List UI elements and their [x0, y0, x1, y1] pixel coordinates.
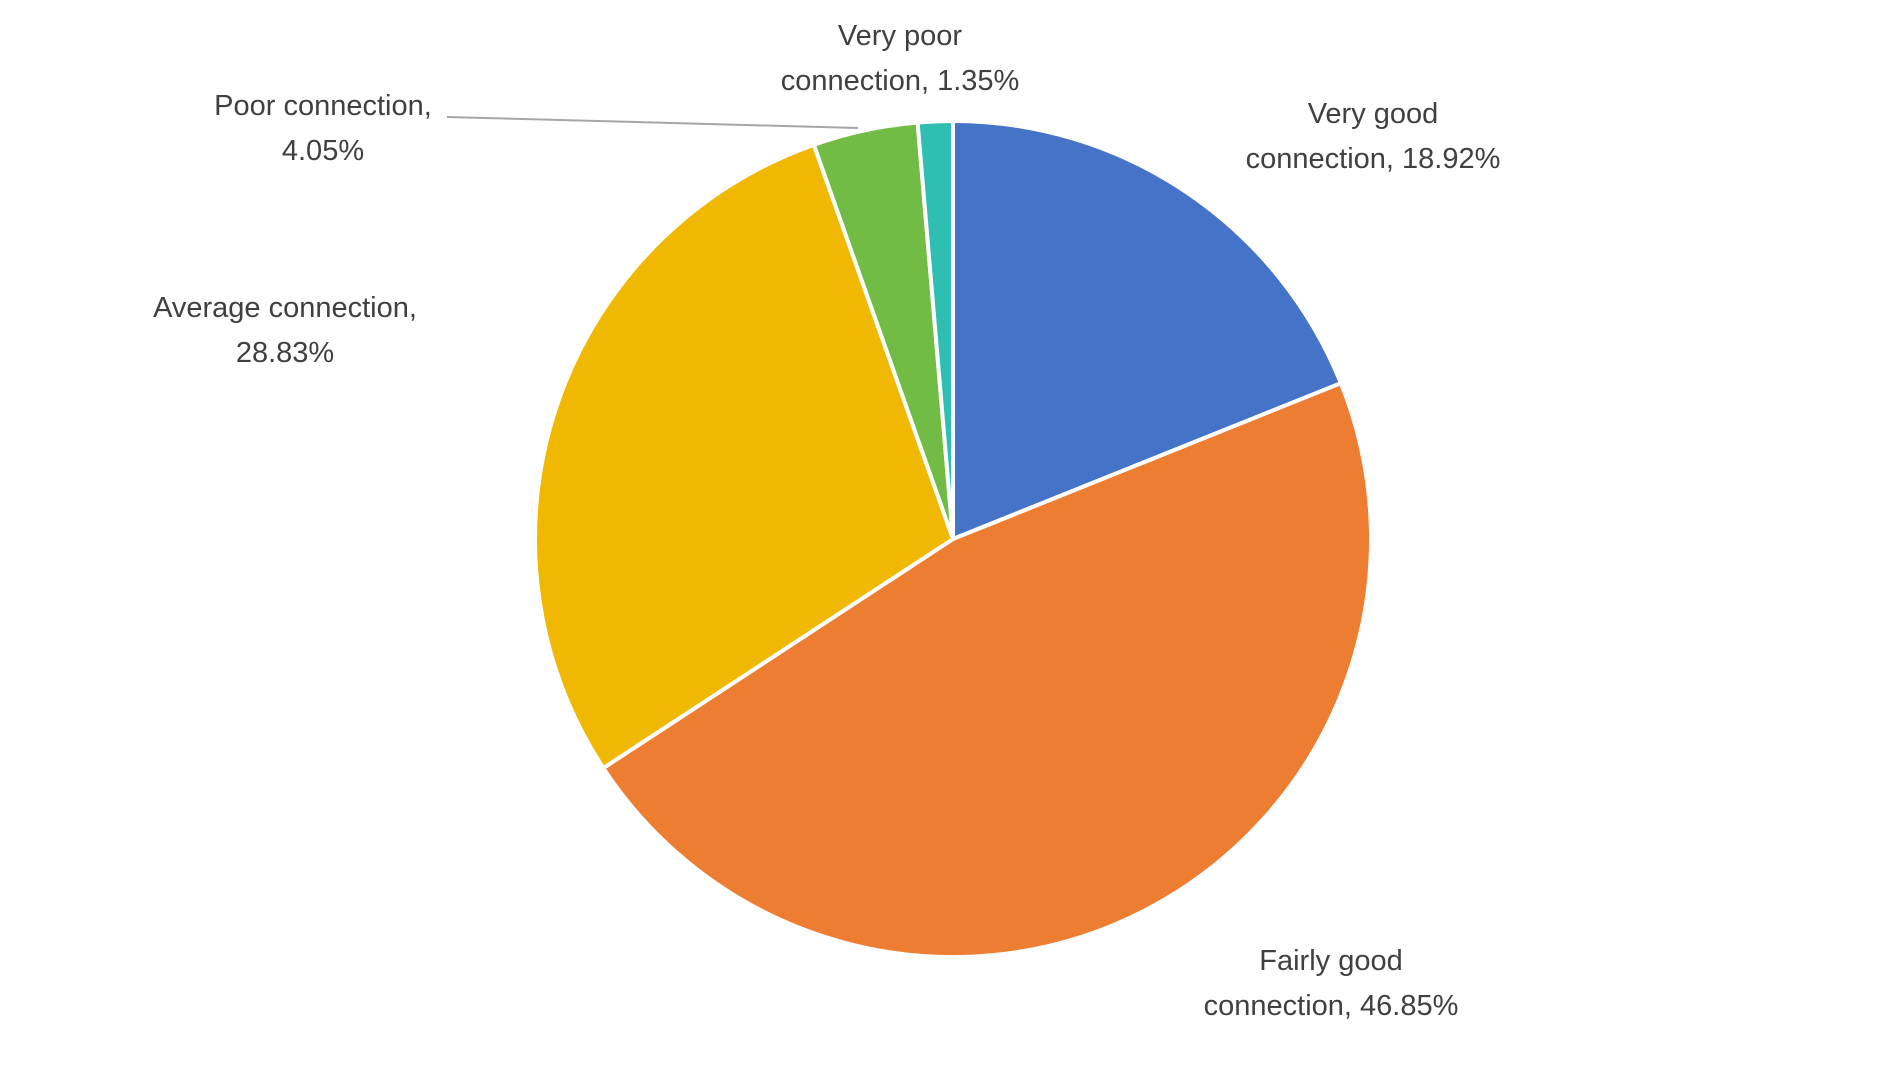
data-label-line: Very poor	[837, 20, 963, 52]
leader-line-poor-connection	[446, 116, 859, 129]
pie-slice-very-good-connection	[951, 119, 1343, 541]
data-label-average-connection: Average connection, 28.83%	[153, 286, 417, 376]
data-label-line: connection, 46.85%	[1203, 990, 1459, 1022]
data-label-line: 4.05%	[281, 135, 365, 167]
pie-slice-average-connection	[533, 142, 955, 771]
data-label-line: Poor connection,	[214, 90, 432, 122]
data-label-line: Very good	[1307, 98, 1439, 130]
data-label-very-poor-connection: Very poor connection, 1.35%	[781, 14, 1020, 104]
data-label-very-good-connection: Very good connection, 18.92%	[1246, 92, 1501, 182]
pie-slice-fairly-good-connection	[601, 381, 1373, 959]
data-label-fairly-good-connection: Fairly good connection, 46.85%	[1204, 939, 1459, 1029]
data-label-poor-connection: Poor connection, 4.05%	[214, 84, 432, 174]
data-label-line: 28.83%	[235, 337, 335, 369]
data-label-line: connection, 18.92%	[1245, 143, 1501, 175]
data-label-line: Fairly good	[1259, 945, 1403, 977]
data-label-line: Average connection,	[153, 292, 417, 324]
data-label-line: connection, 1.35%	[780, 65, 1020, 97]
pie-slice-very-poor-connection	[915, 118, 955, 541]
